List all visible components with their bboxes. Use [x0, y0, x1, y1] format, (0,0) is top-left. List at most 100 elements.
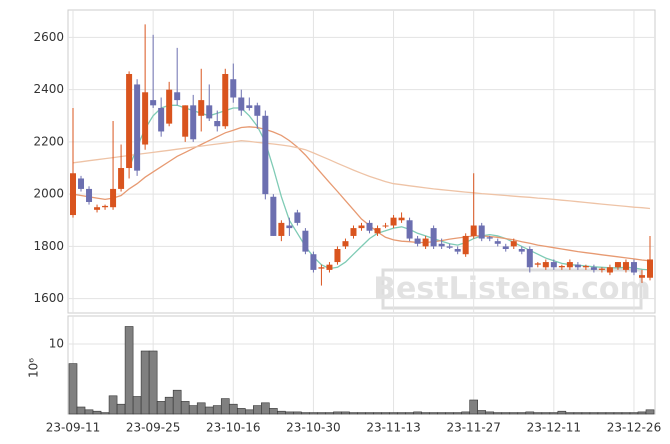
candle-body: [206, 105, 213, 119]
volume-bar: [549, 412, 559, 415]
volume-bar: [405, 412, 414, 415]
volume-bar: [309, 412, 318, 415]
volume-bar: [84, 409, 94, 415]
volume-axis-label: 10⁶: [27, 358, 41, 378]
volume-bar: [301, 412, 310, 415]
volume-bar: [381, 412, 390, 415]
candle-body: [102, 205, 109, 208]
candle-body: [590, 267, 597, 270]
candle-body: [374, 228, 381, 234]
x-tick-label: 23-11-13: [366, 421, 420, 435]
candle-body: [598, 268, 605, 270]
x-tick-label: 23-09-11: [46, 421, 100, 435]
candle-body: [86, 188, 93, 202]
volume-bar: [645, 409, 655, 415]
volume-bar: [261, 402, 270, 415]
candle-body: [414, 238, 421, 244]
volume-bar: [613, 412, 623, 415]
candle-body: [326, 264, 333, 270]
volume-bar: [509, 412, 519, 415]
candle-body: [158, 107, 165, 132]
x-tick-label: 23-10-16: [206, 421, 260, 435]
candle-body: [230, 79, 237, 98]
volume-bar: [541, 412, 551, 415]
candle-body: [430, 228, 437, 247]
volume-bar: [421, 412, 430, 415]
volume-bar: [429, 412, 438, 415]
y-tick-label: 2000: [33, 187, 64, 201]
volume-bar: [637, 411, 647, 415]
candle-body: [518, 249, 525, 252]
candle-body: [166, 89, 173, 124]
candle-body: [622, 262, 629, 270]
volume-bar: [501, 412, 511, 415]
candle-body: [70, 173, 76, 216]
x-tick-label: 23-09-25: [126, 421, 180, 435]
candle-body: [478, 225, 485, 239]
volume-bar: [597, 412, 607, 415]
volume-bar: [373, 412, 382, 415]
candle-body: [454, 249, 461, 252]
candle-body: [198, 100, 205, 116]
y-tick-label: 10: [49, 337, 64, 351]
candle-body: [558, 265, 565, 268]
candle-body: [214, 121, 221, 127]
candle-body: [134, 84, 141, 171]
volume-bar: [277, 410, 286, 415]
candle-body: [334, 249, 341, 263]
candle-body: [286, 225, 293, 229]
watermark-text: BestListens.com: [373, 272, 651, 307]
volume-bar: [108, 395, 118, 415]
candle-body: [366, 222, 373, 231]
volume-bar: [517, 412, 527, 415]
candle-body: [647, 259, 653, 278]
volume-bar: [525, 411, 535, 415]
volume-bar: [461, 411, 470, 415]
volume-bar: [180, 401, 190, 415]
candle-body: [142, 92, 149, 145]
volume-bar: [188, 405, 198, 415]
volume-bar: [228, 403, 238, 415]
volume-bar: [581, 412, 591, 415]
candle-body: [150, 100, 157, 106]
volume-bar: [349, 412, 358, 415]
volume-bar: [156, 401, 166, 415]
volume-bar: [269, 408, 278, 415]
candle-body: [606, 267, 613, 273]
candle-body: [494, 241, 501, 244]
candle-body: [94, 207, 101, 210]
candle-body: [262, 115, 269, 195]
watermark: BestListens.com: [373, 268, 651, 310]
price-panel: [67, 9, 656, 314]
candle-body: [614, 262, 621, 268]
volume-bar: [293, 411, 302, 415]
candle-body: [182, 105, 189, 137]
y-tick-label: 1800: [33, 239, 64, 253]
volume-bar: [172, 389, 182, 415]
candle-body: [246, 105, 253, 108]
candle-body: [382, 225, 389, 227]
candle-body: [550, 262, 557, 268]
candle-body: [342, 241, 349, 247]
volume-bar: [621, 412, 631, 415]
candle-body: [254, 105, 261, 116]
volume-bar: [573, 412, 583, 415]
candle-body: [278, 222, 285, 236]
volume-bar: [557, 410, 567, 415]
volume-bar: [317, 412, 326, 415]
volume-bar: [477, 410, 487, 415]
moving-average: [72, 126, 651, 262]
moving-average: [72, 139, 651, 210]
candle-body: [222, 73, 229, 127]
volume-bar: [565, 412, 575, 415]
candle-body: [422, 238, 429, 247]
candle-body: [534, 263, 541, 265]
candle-body: [486, 237, 493, 239]
volume-bar: [68, 363, 78, 415]
y-tick-label: 2200: [33, 134, 64, 148]
y-tick-label: 2400: [33, 82, 64, 96]
candle-body: [582, 265, 589, 268]
volume-bar: [220, 398, 230, 415]
